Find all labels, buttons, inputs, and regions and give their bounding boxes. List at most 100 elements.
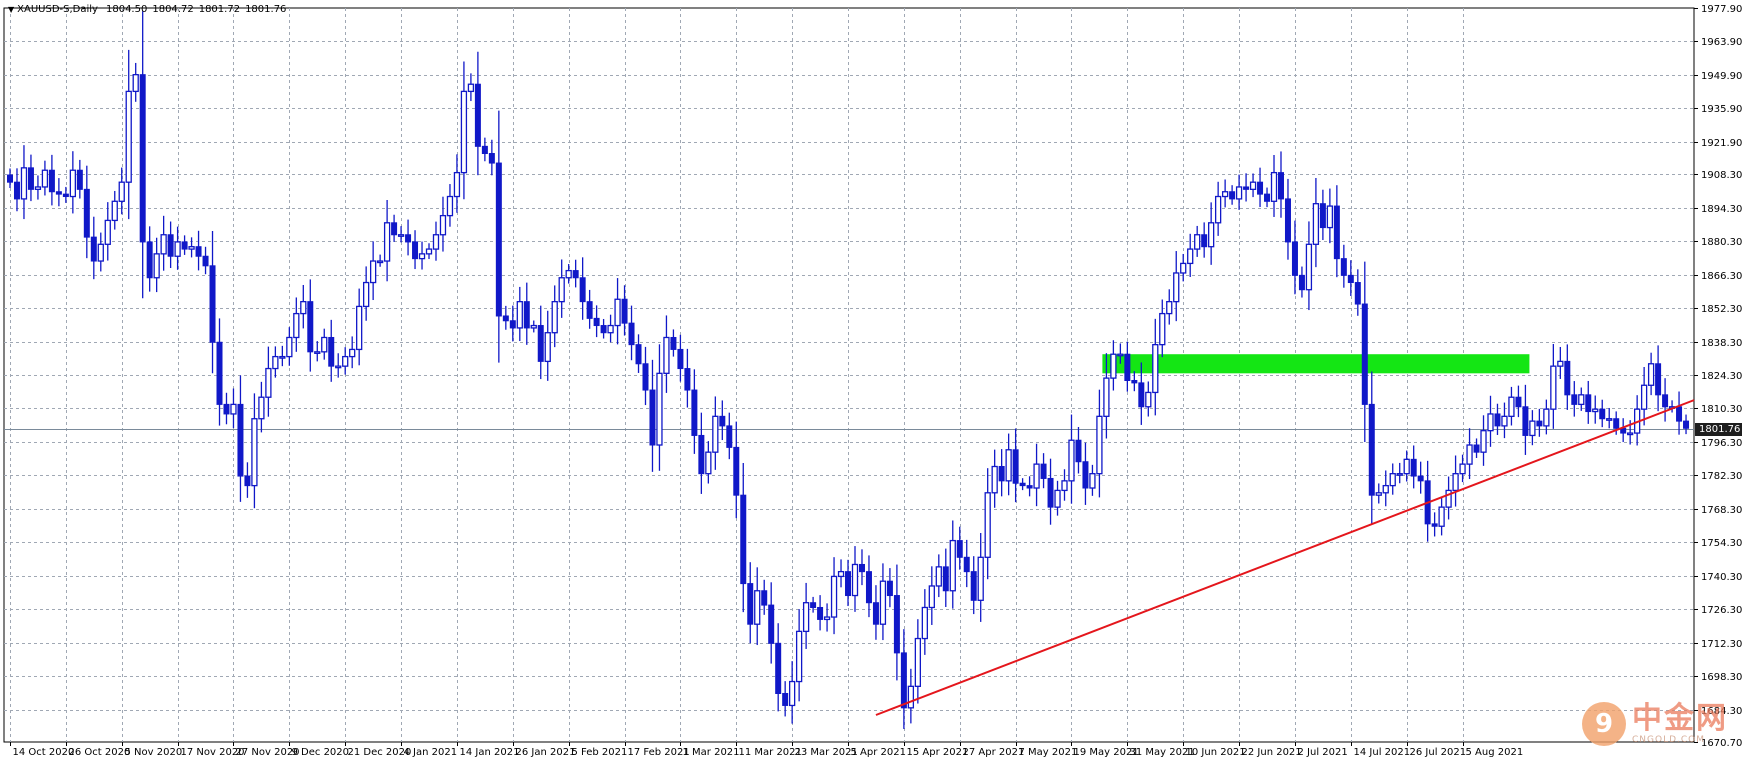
candle-body-up: [1459, 463, 1466, 475]
y-tick-label: 1726.30: [1701, 605, 1742, 616]
y-tick-label: 1670.70: [1701, 738, 1742, 749]
close-value: 1801.76: [245, 4, 287, 15]
candle-body-down: [1075, 439, 1082, 463]
candle-body-down: [167, 234, 174, 257]
candle-body-up: [1249, 181, 1257, 190]
candle-body-up: [1110, 353, 1117, 379]
candle-body-up: [258, 396, 265, 420]
candle-body-down: [1131, 379, 1138, 384]
candle-body-down: [1291, 241, 1298, 276]
candle-body-down: [628, 322, 635, 346]
candle-body-up: [949, 539, 956, 592]
candle-body-down: [893, 595, 900, 654]
candle-body-down: [502, 315, 509, 322]
candle-body-up: [460, 90, 468, 174]
candle-body-down: [1585, 394, 1592, 413]
candle-body-up: [1543, 408, 1550, 427]
x-tick-label: 7 May 2021: [1019, 747, 1078, 758]
candle-body-down: [1257, 181, 1264, 195]
candle-body-up: [230, 403, 237, 415]
candle-body-down: [1599, 408, 1606, 420]
candle-body-up: [1403, 458, 1410, 475]
candle-body-down: [900, 652, 907, 709]
candle-body-up: [614, 298, 621, 327]
candle-body-down: [62, 193, 69, 198]
x-tick-label: 27 Apr 2021: [963, 747, 1025, 758]
y-tick-label: 1796.30: [1701, 438, 1742, 449]
candle-body-up: [607, 324, 614, 334]
candle-body-up: [1061, 480, 1068, 492]
candle-body-up: [530, 324, 537, 329]
candle-body-down: [90, 236, 97, 262]
chart-header: ▼ XAUUSD-S,Daily 1804.50 1804.72 1801.72 1801…: [8, 4, 291, 15]
candle-body-up: [1592, 408, 1599, 413]
candle-body-down: [195, 246, 202, 257]
candle-body-up: [34, 186, 42, 190]
candle-body-up: [439, 214, 447, 236]
x-tick-label: 5 Aug 2021: [1466, 747, 1524, 758]
y-tick-label: 1740.30: [1701, 572, 1742, 583]
candle-body-up: [1270, 171, 1278, 202]
candle-body-down: [328, 336, 335, 367]
candle-body-down: [76, 169, 83, 190]
candle-body-down: [1655, 363, 1662, 396]
candle-body-down: [1138, 382, 1145, 408]
x-tick-label: 26 Oct 2020: [69, 747, 131, 758]
x-tick-label: 10 Jun 2021: [1186, 747, 1246, 758]
candle-body-up: [1557, 360, 1564, 367]
candle-body-down: [872, 602, 879, 625]
x-tick-label: 14 Jul 2021: [1354, 747, 1411, 758]
candle-body-up: [418, 253, 426, 260]
candle-body-down: [956, 540, 963, 558]
candle-body-up: [286, 336, 293, 358]
candle-body-up: [1173, 272, 1180, 303]
candle-body-down: [698, 434, 705, 475]
candle-body-down: [782, 692, 789, 706]
candle-body-down: [1340, 258, 1347, 276]
candle-body-up: [1501, 415, 1508, 427]
candle-body-down: [579, 277, 586, 303]
candle-body-up: [914, 637, 922, 687]
candle-body-up: [830, 575, 838, 618]
candle-body-up: [397, 234, 405, 237]
candle-body-up: [1550, 365, 1557, 410]
candle-body-up: [272, 355, 279, 370]
candle-body-down: [209, 265, 216, 343]
candle-body-up: [1005, 449, 1012, 482]
y-tick-label: 1824.30: [1701, 371, 1742, 382]
candle-body-up: [1382, 484, 1389, 494]
candle-body-up: [1103, 377, 1110, 417]
candle-body-down: [1319, 203, 1326, 229]
candle-body-down: [761, 590, 768, 606]
x-tick-label: 17 Feb 2021: [628, 747, 690, 758]
candle-body-down: [509, 320, 516, 329]
candle-body-down: [593, 317, 600, 327]
candle-body-down: [670, 336, 677, 350]
candle-body-down: [942, 566, 949, 592]
candle-body-down: [649, 389, 656, 446]
current-price-tag: 1801.76: [1695, 422, 1742, 436]
candle-body-up: [1180, 262, 1187, 274]
watermark-cn: 中金网: [1632, 701, 1728, 736]
candle-body-down: [27, 167, 34, 190]
y-tick-label: 1754.30: [1701, 538, 1742, 549]
candle-body-down: [1347, 274, 1354, 284]
candle-body-up: [104, 219, 111, 245]
candle-body-down: [146, 241, 153, 279]
candle-body-up: [851, 563, 859, 597]
candle-body-up: [1445, 489, 1452, 508]
dropdown-triangle-icon[interactable]: ▼: [8, 5, 15, 14]
candle-body-up: [1627, 432, 1634, 436]
y-tick-label: 1712.30: [1701, 639, 1742, 650]
support-trendline: [875, 399, 1695, 716]
candle-body-up: [118, 181, 125, 202]
candle-body-up: [705, 451, 712, 475]
candle-body-up: [342, 355, 349, 367]
candle-body-up: [1578, 394, 1585, 406]
candle-body-down: [858, 563, 865, 573]
candle-body-down: [684, 368, 691, 391]
candle-body-down: [691, 389, 698, 436]
candle-body-down: [1298, 274, 1305, 291]
